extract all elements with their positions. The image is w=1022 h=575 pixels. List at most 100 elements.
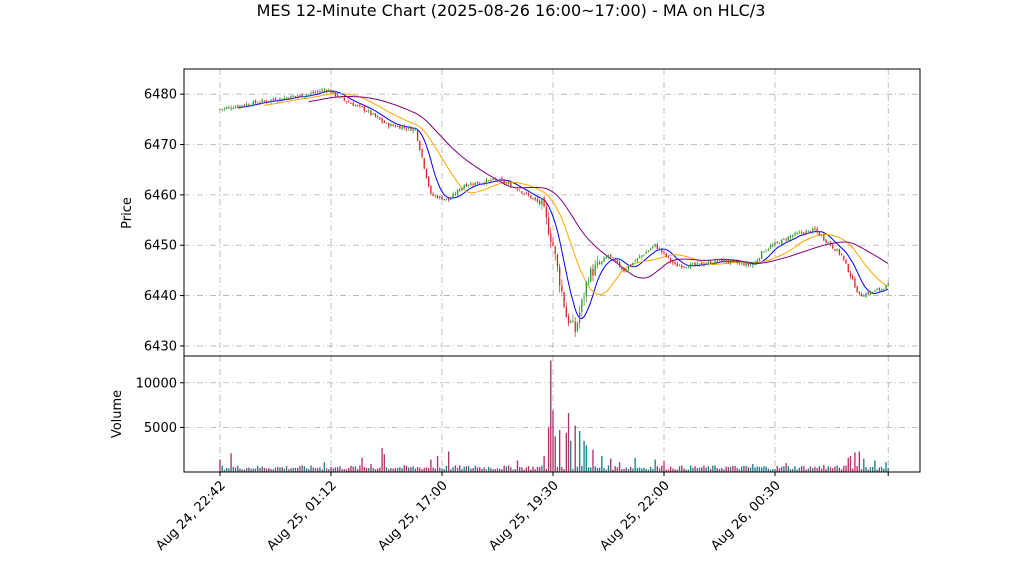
candle-body — [816, 228, 818, 233]
volume-bar — [872, 467, 874, 472]
candle-body — [818, 231, 821, 236]
volume-bar — [490, 468, 492, 472]
volume-bar — [401, 468, 403, 472]
candle-body — [554, 246, 556, 254]
candle-body — [332, 91, 334, 94]
candle-body — [237, 105, 239, 108]
candle-body — [232, 108, 234, 110]
candle-body — [558, 266, 561, 286]
volume-bar — [341, 469, 343, 472]
candle-body — [556, 254, 559, 267]
candle-body — [265, 101, 268, 102]
volume-bar — [647, 469, 650, 472]
candle-body — [530, 195, 532, 199]
candle-body — [869, 291, 872, 295]
volume-bar — [312, 467, 314, 472]
volume-bar — [492, 469, 494, 472]
volume-bar — [645, 468, 647, 472]
volume-bar — [527, 466, 530, 472]
volume-bar — [827, 466, 829, 472]
candle-body — [392, 124, 394, 126]
volume-bar — [883, 468, 885, 472]
candle-body — [623, 269, 625, 272]
volume-bar — [408, 467, 410, 472]
volume-bar — [583, 440, 585, 472]
candle-body — [290, 95, 292, 100]
candle-body — [725, 260, 727, 263]
volume-bar — [812, 468, 814, 472]
volume-bar — [523, 469, 525, 472]
volume-bar — [776, 465, 778, 472]
candle-body — [257, 103, 259, 105]
volume-y-ticks: 5000 10000 — [136, 376, 184, 436]
volume-bar — [379, 467, 381, 472]
volume-bar — [567, 413, 570, 472]
candle-body — [421, 149, 423, 158]
volume-bar — [499, 468, 501, 472]
candle-body — [243, 104, 246, 106]
volume-bar — [321, 469, 323, 472]
volume-bar — [263, 467, 266, 472]
volume-bar — [241, 469, 243, 472]
candle-body — [814, 228, 816, 230]
volume-bar — [874, 460, 876, 472]
candle-body — [547, 217, 550, 235]
candle-body — [674, 262, 676, 264]
candle-body — [461, 187, 463, 191]
volume-bar — [705, 467, 707, 472]
volume-bar — [603, 468, 605, 472]
volume-bar — [503, 465, 505, 472]
volume-bar — [627, 469, 630, 472]
candle-body — [259, 102, 261, 104]
candle-body — [328, 89, 330, 92]
volume-bar — [594, 466, 596, 472]
volume-bar — [472, 468, 474, 472]
volume-bar — [676, 469, 678, 472]
candle-body — [574, 321, 576, 332]
volume-bar — [729, 467, 732, 472]
candle-body — [747, 262, 750, 266]
candle-body — [772, 245, 774, 247]
volume-bar — [814, 466, 816, 472]
volume-bar — [756, 466, 758, 472]
candle-body — [663, 251, 665, 253]
candle-body — [507, 183, 510, 184]
candle-body — [627, 266, 630, 271]
candle-body — [567, 316, 570, 324]
volume-bar — [818, 466, 821, 472]
volume-bar — [221, 465, 223, 472]
volume-bar — [592, 449, 594, 472]
candle-body — [692, 263, 694, 265]
volume-bar — [245, 468, 248, 472]
volume-bar — [368, 468, 370, 472]
candle-body — [880, 288, 883, 291]
candle-body — [652, 246, 654, 248]
candle-body — [472, 184, 474, 186]
candle-body — [625, 269, 627, 272]
candle-body — [263, 100, 266, 102]
candle-body — [756, 260, 758, 263]
volume-bar — [838, 467, 841, 472]
candle-body — [587, 281, 590, 283]
volume-frame — [183, 355, 921, 473]
candle-body — [550, 233, 552, 243]
volume-bar — [638, 467, 641, 472]
candle-body — [450, 198, 452, 200]
candle-body — [803, 232, 805, 235]
volume-bar — [621, 469, 623, 472]
volume-bar — [363, 466, 365, 472]
volume-bar — [803, 466, 805, 472]
candle-body — [734, 259, 736, 262]
volume-bar — [439, 467, 441, 472]
volume-bar — [698, 467, 701, 472]
price-frame — [183, 68, 921, 357]
candle-body — [305, 94, 308, 97]
volume-bar — [443, 469, 445, 472]
candle-body — [394, 125, 397, 127]
candle-body — [463, 185, 465, 189]
volume-bar — [510, 467, 512, 472]
volume-bar — [361, 457, 363, 472]
candle-body — [350, 102, 352, 104]
volume-bar — [343, 469, 345, 472]
